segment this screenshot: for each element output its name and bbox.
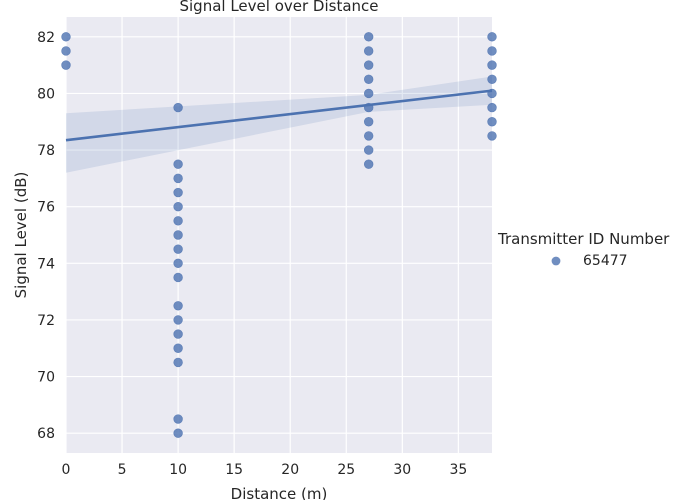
data-point [61,60,71,70]
data-point [487,131,497,141]
chart-title: Signal Level over Distance [179,0,378,15]
regression-line [65,89,493,142]
data-point [173,272,183,283]
data-point [61,32,71,42]
grid [65,17,492,453]
data-point [173,329,183,339]
legend-marker [551,256,561,266]
x-tick-labels: 0 5 10 15 20 25 30 35 [62,462,468,478]
data-point [487,32,497,42]
data-point [173,414,183,424]
legend-title: Transmitter ID Number [497,230,670,248]
plot-area [66,17,492,453]
data-point [487,46,497,56]
data-point [363,60,374,70]
y-tick-label: 82 [37,30,55,46]
data-point [363,46,374,56]
data-point [173,315,183,325]
y-tick-label: 74 [37,256,55,272]
data-point [363,131,374,141]
y-tick-label: 78 [37,143,55,159]
data-point [487,74,497,84]
data-point [173,159,183,169]
y-tick-label: 68 [37,426,55,442]
x-tick-label: 20 [281,462,299,478]
legend: Transmitter ID Number 65477 [497,230,670,269]
data-point [173,102,183,113]
y-tick-label: 80 [37,86,55,102]
legend-label: 65477 [583,253,628,269]
data-point [363,88,374,99]
y-tick-labels: 68 70 72 74 76 78 80 82 [37,30,55,442]
data-point [173,343,183,353]
data-point [363,159,374,169]
data-point [173,258,183,269]
confidence-band [66,76,492,173]
data-point [363,32,374,42]
data-point [173,216,183,226]
x-tick-label: 35 [449,462,467,478]
data-point [363,117,374,127]
x-tick-label: 15 [225,462,243,478]
x-tick-label: 25 [337,462,355,478]
y-tick-label: 72 [37,313,55,329]
data-point [61,46,71,56]
x-tick-label: 0 [62,462,71,478]
x-axis-label: Distance (m) [231,485,328,500]
y-tick-label: 76 [37,200,55,216]
data-point [363,145,374,155]
y-axis-label: Signal Level (dB) [12,172,30,299]
data-point [173,244,183,254]
data-point [173,201,183,212]
data-point [173,357,183,368]
x-tick-label: 10 [169,462,187,478]
data-point [487,117,497,127]
data-point [173,230,183,240]
data-point [173,428,183,438]
x-tick-label: 5 [118,462,127,478]
data-point [173,301,183,311]
x-tick-label: 30 [393,462,411,478]
data-point [173,173,183,184]
y-tick-label: 70 [37,370,55,386]
data-point [363,74,374,84]
data-point [173,187,183,198]
data-point [487,60,497,70]
data-point [487,102,497,113]
